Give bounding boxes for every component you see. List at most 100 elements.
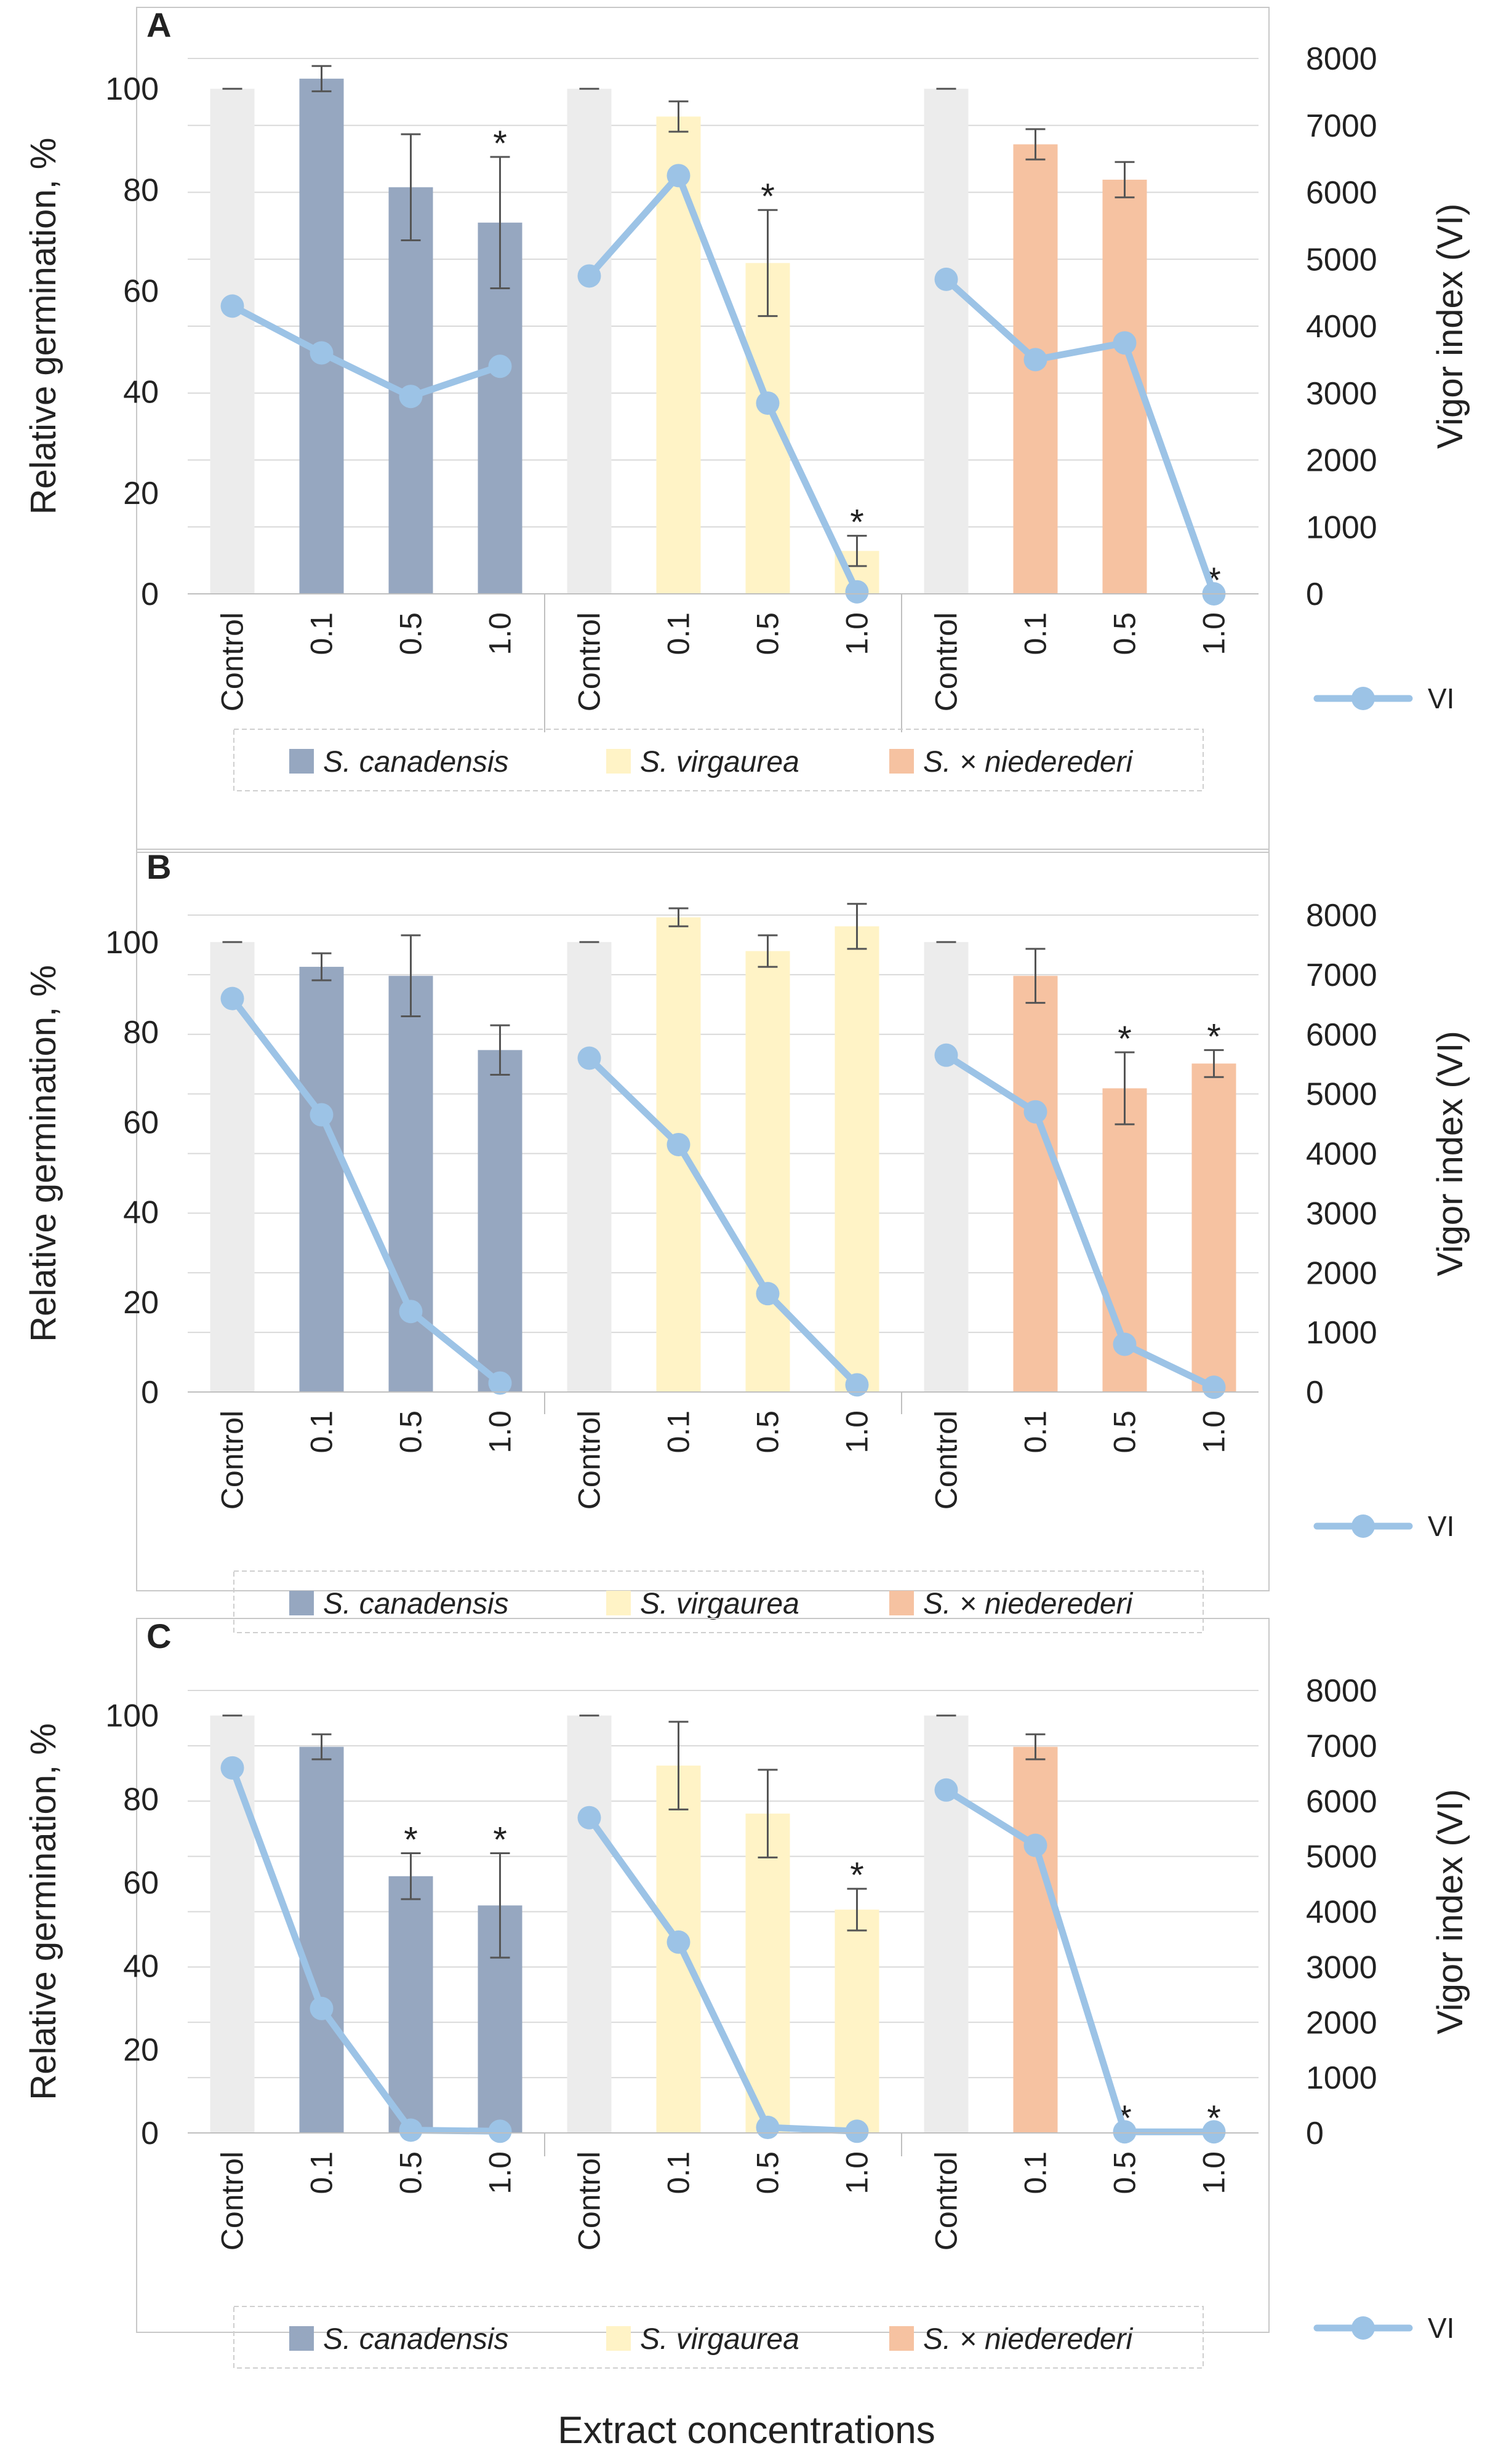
vi-point (399, 2118, 423, 2142)
y2-tick-label: 0 (1306, 1375, 1324, 1410)
category-label: Control (572, 1410, 607, 1510)
vi-point (488, 1371, 512, 1395)
vi-point (1023, 1100, 1047, 1124)
vi-line (229, 1764, 503, 2135)
y-tick-label: 0 (141, 577, 159, 612)
y-tick-label: 40 (123, 1195, 159, 1231)
category-label: 0.1 (662, 1410, 696, 1454)
bar (1191, 1063, 1236, 1392)
category-label: 1.0 (1197, 1410, 1231, 1454)
y-tick-label: 80 (123, 1015, 159, 1050)
category-label: 0.5 (1108, 2151, 1142, 2194)
y2-axis-title: Vigor index (VI) (1430, 1031, 1470, 1276)
legend-label: S. virgaurea (640, 1588, 799, 1620)
legend-label: S. virgaurea (640, 2323, 799, 2356)
vi-point (310, 1103, 334, 1127)
category-label: 0.5 (751, 1410, 785, 1454)
category-label: 1.0 (840, 2151, 875, 2194)
bar (745, 951, 790, 1392)
bar (299, 1746, 344, 2133)
significance-star: * (850, 503, 864, 543)
vi-line (586, 172, 860, 596)
y-tick-label: 80 (123, 1782, 159, 1817)
vi-legend-label: VI (1428, 2312, 1454, 2344)
y2-tick-label: 3000 (1306, 376, 1377, 412)
vi-point (220, 294, 244, 318)
y2-tick-label: 2000 (1306, 1255, 1377, 1291)
vi-point (756, 2116, 780, 2140)
panel-B: B020406080100010002000300040005000600070… (23, 847, 1470, 1633)
vi-point (1023, 1833, 1047, 1857)
category-label: Control (215, 612, 250, 711)
y-tick-label: 0 (141, 1375, 159, 1410)
vi-point (1202, 2120, 1226, 2144)
category-label: 0.1 (1019, 2151, 1053, 2194)
bar (210, 1715, 255, 2133)
vi-point (488, 354, 512, 378)
y2-axis-title: Vigor index (VI) (1430, 1789, 1470, 2034)
vi-point (1113, 2120, 1137, 2144)
y2-tick-label: 1000 (1306, 510, 1377, 545)
y2-tick-label: 8000 (1306, 1673, 1377, 1709)
vi-point (666, 1132, 690, 1156)
category-label: 0.5 (394, 612, 428, 655)
bar (835, 1910, 879, 2133)
category-label: 0.1 (1019, 1410, 1053, 1454)
category-label: 0.1 (662, 612, 696, 655)
y2-tick-label: 3000 (1306, 1196, 1377, 1231)
vi-line (943, 276, 1217, 598)
vi-point (399, 1300, 423, 1324)
significance-star: * (1207, 1017, 1221, 1057)
vi-legend-marker (1351, 687, 1375, 710)
category-label: 0.5 (751, 2151, 785, 2194)
vi-line (943, 1052, 1217, 1391)
vi-line (943, 1786, 1217, 2135)
y-tick-label: 80 (123, 172, 159, 208)
bar (388, 975, 433, 1392)
y2-tick-label: 3000 (1306, 1950, 1377, 1985)
significance-star: * (404, 1820, 418, 1860)
legend-box (233, 1570, 1204, 1633)
legend-label: S. canadensis (323, 2323, 509, 2356)
category-label: 0.5 (751, 612, 785, 655)
panel-letter: B (146, 847, 171, 886)
bar (1013, 975, 1058, 1392)
category-label: 1.0 (1197, 2151, 1231, 2194)
legend-box (233, 2306, 1204, 2369)
legend-label: S. × niederederi (923, 2323, 1134, 2356)
vi-point (1113, 331, 1137, 355)
category-label: 0.5 (1108, 612, 1142, 655)
y2-tick-label: 2000 (1306, 443, 1377, 479)
y2-tick-label: 0 (1306, 577, 1324, 612)
vi-point (934, 1778, 958, 1802)
y2-tick-label: 2000 (1306, 2005, 1377, 2041)
vi-legend-label: VI (1428, 1510, 1454, 1542)
bar (924, 942, 969, 1392)
y2-tick-label: 5000 (1306, 1839, 1377, 1875)
legend-swatch (889, 2326, 914, 2351)
legend-box (233, 729, 1204, 791)
y2-axis-title: Vigor index (VI) (1430, 204, 1470, 449)
vi-line (586, 1814, 860, 2135)
y-axis-title: Relative germination, % (23, 965, 63, 1342)
y2-tick-label: 4000 (1306, 309, 1377, 345)
y2-tick-label: 6000 (1306, 1017, 1377, 1053)
bar (299, 78, 344, 594)
bar (924, 89, 969, 594)
legend-swatch (289, 1591, 314, 1615)
y-tick-label: 100 (105, 71, 159, 107)
y2-tick-label: 4000 (1306, 1895, 1377, 1930)
vi-point (577, 1046, 601, 1070)
vi-point (845, 580, 869, 604)
category-label: 0.1 (305, 1410, 339, 1454)
legend-label: S. virgaurea (640, 746, 799, 778)
y-tick-label: 60 (123, 1865, 159, 1901)
y-tick-label: 60 (123, 274, 159, 310)
category-label: 0.5 (394, 1410, 428, 1454)
category-label: 0.5 (1108, 1410, 1142, 1454)
y-axis-title: Relative germination, % (23, 138, 63, 515)
vi-point (310, 341, 334, 365)
vi-line (229, 302, 503, 400)
significance-star: * (493, 124, 507, 164)
